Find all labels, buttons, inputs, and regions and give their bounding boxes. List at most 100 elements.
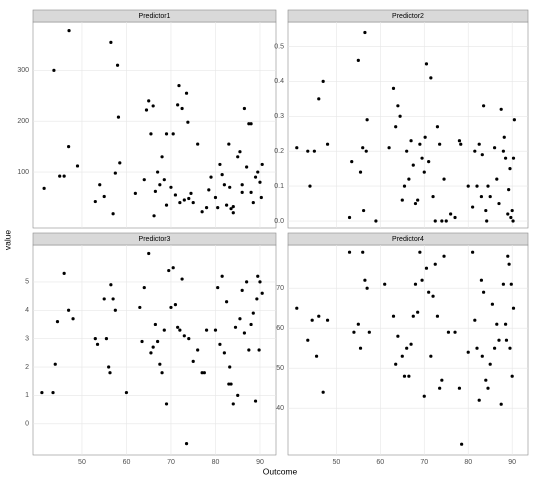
point (312, 149, 316, 153)
y-tick-label: 0.2 (274, 148, 284, 155)
point (156, 339, 160, 344)
point (418, 250, 422, 254)
point (511, 306, 516, 310)
y-tick-label: 0.0 (274, 218, 284, 225)
point (356, 322, 360, 326)
point (58, 174, 62, 178)
strip (32, 232, 277, 246)
point (229, 382, 233, 386)
point (216, 285, 220, 290)
point (162, 328, 166, 332)
point (440, 378, 444, 382)
point (140, 339, 144, 344)
point (257, 348, 261, 352)
point (411, 314, 415, 318)
point (363, 30, 367, 35)
y-tick-label: 300 (17, 67, 29, 74)
point (365, 118, 369, 122)
point (149, 351, 153, 355)
point (492, 346, 497, 350)
point (204, 206, 209, 210)
point (508, 167, 512, 171)
point (317, 97, 321, 101)
point (427, 160, 431, 164)
y-tick-label: 100 (17, 169, 29, 176)
point (124, 390, 129, 395)
point (149, 132, 153, 136)
point (238, 150, 242, 154)
point (416, 198, 420, 202)
point (245, 280, 249, 284)
point (176, 103, 180, 107)
point (347, 215, 352, 220)
point (249, 122, 253, 126)
point (409, 139, 413, 143)
point (295, 306, 299, 310)
y-tick-label: 0.3 (274, 113, 284, 120)
point (191, 200, 195, 205)
point (422, 170, 426, 174)
point (350, 160, 354, 164)
point (475, 346, 479, 350)
point (147, 251, 151, 256)
point (427, 290, 431, 294)
point (158, 362, 162, 366)
point (158, 183, 162, 187)
point (160, 371, 164, 375)
point (93, 337, 97, 341)
point (109, 283, 113, 287)
point (503, 156, 508, 160)
point (147, 99, 151, 103)
point (236, 155, 240, 159)
point (95, 342, 100, 346)
point (52, 68, 56, 72)
y-tick-label: 2 (25, 364, 29, 371)
point (249, 190, 253, 194)
point (236, 393, 240, 398)
strip-title: Predictor2 (392, 13, 424, 20)
point (133, 191, 137, 196)
point (400, 198, 404, 202)
point (499, 402, 503, 406)
point (187, 196, 191, 201)
y-tick-label: 0.1 (274, 183, 284, 190)
point (156, 170, 160, 174)
point (374, 219, 378, 223)
point (202, 371, 206, 375)
point (442, 254, 446, 258)
strip-title: Predictor1 (139, 13, 171, 20)
strip-title: Predictor3 (139, 236, 171, 243)
x-tick-label: 80 (212, 459, 220, 466)
y-tick-label: 4 (25, 307, 29, 314)
point (396, 104, 400, 108)
point (253, 175, 258, 179)
point (453, 215, 457, 220)
point (477, 398, 481, 402)
point (67, 29, 71, 33)
point (413, 201, 418, 206)
point (503, 322, 508, 326)
point (391, 314, 396, 318)
point (191, 359, 195, 363)
y-tick-label: 0 (25, 421, 29, 428)
point (116, 115, 121, 119)
point (510, 374, 514, 378)
y-tick-label: 0.5 (274, 43, 284, 50)
point (310, 318, 314, 322)
point (247, 348, 251, 352)
point (411, 163, 415, 167)
point (238, 317, 242, 321)
point (479, 194, 484, 199)
point (144, 108, 149, 112)
point (321, 390, 325, 394)
y-tick-label: 5 (25, 279, 29, 286)
point (497, 338, 501, 342)
point (306, 338, 310, 342)
point (459, 142, 463, 146)
point (418, 142, 422, 146)
point (196, 348, 200, 352)
point (431, 294, 435, 298)
point (187, 337, 191, 341)
point (260, 291, 264, 295)
